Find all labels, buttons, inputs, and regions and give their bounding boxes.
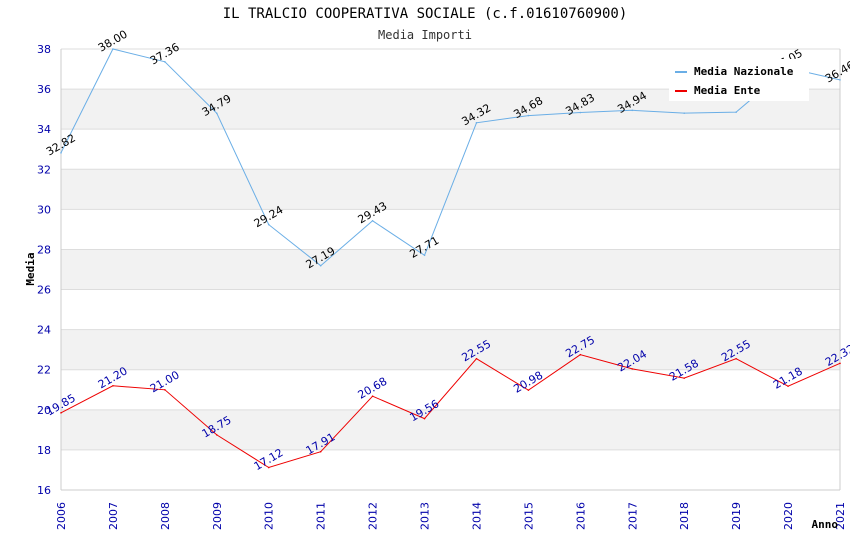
data-point — [579, 111, 582, 114]
x-tick-label: 2009 — [211, 502, 224, 530]
grid-lines — [61, 48, 840, 491]
y-tick-label: 24 — [37, 324, 51, 337]
x-tick-label: 2016 — [574, 502, 587, 530]
x-axis-label: Anno — [812, 518, 839, 531]
data-point — [839, 362, 841, 365]
data-point — [423, 254, 426, 257]
y-tick-label: 28 — [37, 243, 51, 256]
data-point — [579, 353, 582, 356]
y-axis-label: Media — [24, 252, 37, 285]
y-tick-label: 22 — [37, 364, 51, 377]
data-label: 20.68 — [356, 375, 390, 402]
data-point — [319, 450, 322, 453]
data-point — [267, 466, 270, 469]
x-tick-label: 2007 — [107, 502, 120, 530]
data-point — [475, 121, 478, 124]
data-point — [631, 368, 634, 370]
data-point — [112, 384, 114, 387]
legend-label-media-ente: Media Ente — [694, 84, 761, 97]
y-tick-label: 16 — [37, 484, 51, 497]
data-point — [839, 79, 841, 81]
x-tick-label: 2015 — [522, 502, 535, 530]
y-tick-labels: 16 18 20 22 24 26 28 30 32 34 36 38 — [37, 43, 51, 497]
data-point — [216, 112, 218, 115]
data-point — [371, 395, 374, 397]
x-tick-label: 2020 — [782, 502, 795, 530]
data-point — [423, 417, 426, 420]
data-point — [371, 219, 374, 222]
grid-band — [61, 249, 840, 290]
chart-title: IL TRALCIO COOPERATIVA SOCIALE (c.f.0161… — [223, 6, 628, 22]
data-point — [527, 114, 530, 117]
data-point — [683, 377, 685, 379]
x-tick-label: 2012 — [367, 502, 380, 530]
data-point — [735, 111, 737, 113]
data-point — [787, 385, 789, 387]
series-line-media-nazionale — [60, 48, 841, 267]
data-point — [683, 112, 685, 114]
data-label: 37.36 — [148, 40, 182, 67]
y-tick-label: 34 — [37, 123, 51, 136]
x-tick-label: 2019 — [730, 502, 743, 530]
x-tick-label: 2013 — [419, 502, 432, 530]
x-tick-label: 2018 — [678, 502, 691, 530]
y-tick-label: 36 — [37, 83, 51, 96]
series-group — [60, 48, 841, 469]
x-tick-label: 2006 — [55, 502, 68, 530]
data-label: 20.98 — [511, 369, 545, 396]
data-label: 38.00 — [96, 28, 130, 55]
y-tick-label: 18 — [37, 444, 51, 457]
series-line-media-ente — [60, 354, 841, 469]
x-tick-labels: 2006 2007 2008 2009 2010 2011 2012 2013 2014 2015… — [55, 502, 847, 530]
data-point — [319, 264, 322, 267]
data-label: 36.46 — [823, 58, 850, 85]
y-tick-label: 38 — [37, 43, 51, 56]
grid-band — [61, 329, 840, 370]
x-tick-label: 2008 — [159, 502, 172, 530]
data-point — [631, 109, 634, 112]
data-point — [164, 61, 166, 63]
legend-box — [669, 59, 809, 101]
legend-label-media-nazionale: Media Nazionale — [694, 65, 794, 78]
x-tick-label: 2017 — [626, 502, 639, 530]
grid-bands — [61, 89, 840, 450]
x-tick-label: 2014 — [470, 502, 483, 530]
data-label: 21.00 — [148, 368, 182, 395]
chart-subtitle: Media Importi — [378, 28, 472, 42]
x-tick-label: 2010 — [263, 502, 276, 530]
data-point — [216, 434, 218, 436]
data-point — [475, 357, 478, 360]
grid-band — [61, 409, 840, 450]
y-tick-label: 30 — [37, 203, 51, 216]
data-point — [735, 357, 737, 360]
data-point — [164, 388, 166, 391]
data-point — [112, 48, 114, 50]
y-tick-label: 26 — [37, 284, 51, 297]
x-tick-label: 2011 — [315, 502, 328, 530]
y-tick-label: 32 — [37, 163, 51, 176]
data-point — [527, 389, 530, 391]
data-point — [60, 152, 62, 154]
axes — [60, 49, 841, 491]
data-point — [60, 412, 62, 414]
data-point — [267, 223, 270, 226]
legend: Media Nazionale Media Ente — [669, 59, 809, 101]
y-tick-label: 20 — [37, 404, 51, 417]
x-tick-label: 2021 — [834, 502, 847, 530]
